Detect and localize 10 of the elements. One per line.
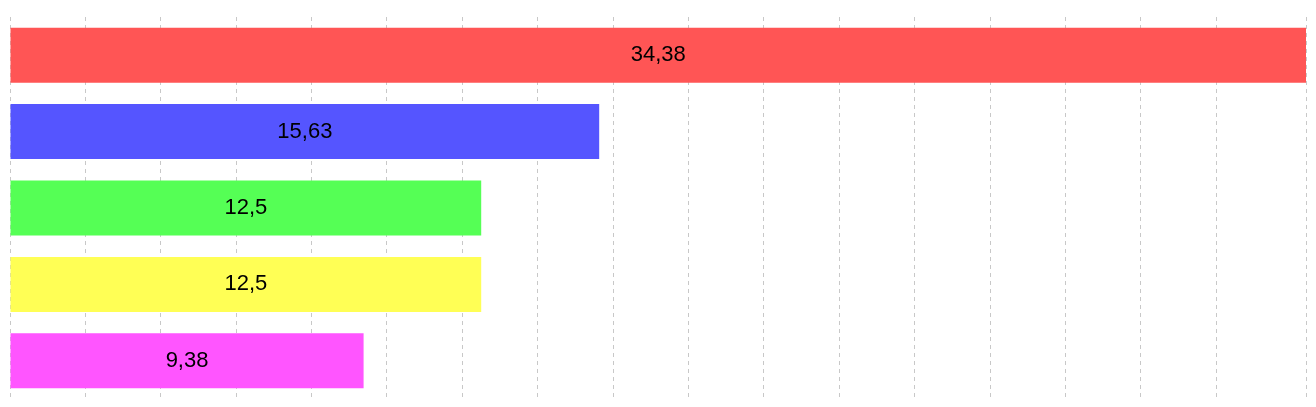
data-label: 34,38 xyxy=(630,41,686,67)
bar xyxy=(10,180,482,236)
data-label: 15,63 xyxy=(277,117,333,143)
bar xyxy=(10,27,1306,83)
data-label: 9,38 xyxy=(165,346,209,372)
data-label: 12,5 xyxy=(224,270,268,296)
data-label: 12,5 xyxy=(224,194,268,220)
bar xyxy=(10,256,482,312)
bar xyxy=(10,333,364,389)
bar xyxy=(10,104,600,160)
